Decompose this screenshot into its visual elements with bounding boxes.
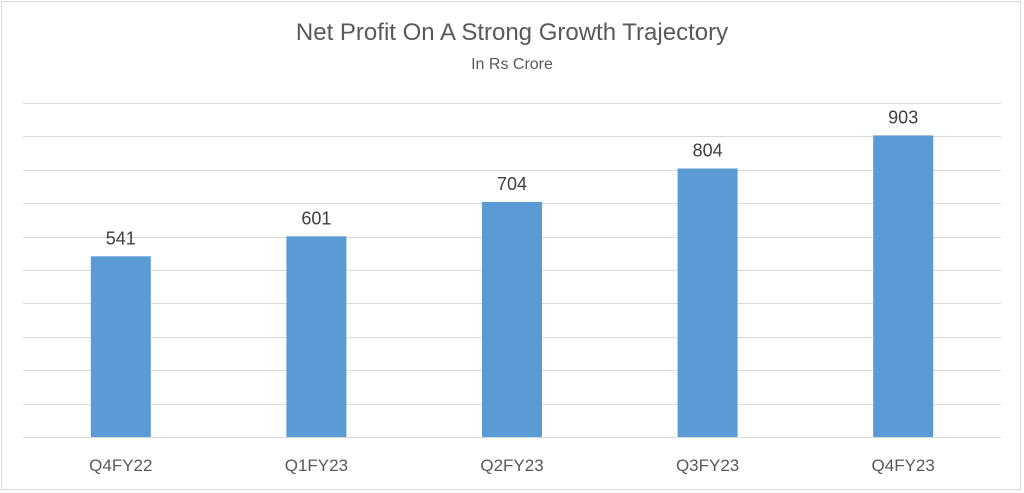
data-label-Q4FY22: 541 — [106, 228, 136, 248]
bar-Q4FY22 — [90, 256, 151, 437]
chart-title: Net Profit On A Strong Growth Trajectory — [295, 19, 729, 46]
data-label-Q2FY23: 704 — [497, 174, 527, 194]
x-tick-label-Q3FY23: Q3FY23 — [676, 456, 739, 475]
bars — [90, 135, 934, 437]
x-tick-label-Q4FY22: Q4FY22 — [89, 456, 152, 475]
data-label-Q4FY23: 903 — [888, 107, 918, 127]
bar-Q2FY23 — [482, 201, 542, 437]
chart-subtitle: In Rs Crore — [471, 56, 553, 73]
bar-Q1FY23 — [286, 236, 347, 437]
data-labels: 541 601 704 804 903 — [106, 107, 918, 248]
x-axis-tick-labels: Q4FY22 Q1FY23 Q2FY23 Q3FY23 Q4FY23 — [89, 456, 935, 475]
x-tick-label-Q4FY23: Q4FY23 — [872, 456, 935, 475]
x-tick-label-Q1FY23: Q1FY23 — [285, 456, 348, 475]
data-label-Q3FY23: 804 — [693, 141, 723, 161]
bar-Q3FY23 — [677, 168, 738, 437]
x-tick-label-Q2FY23: Q2FY23 — [480, 456, 543, 475]
bar-Q4FY23 — [873, 135, 934, 437]
data-label-Q1FY23: 601 — [301, 208, 331, 228]
